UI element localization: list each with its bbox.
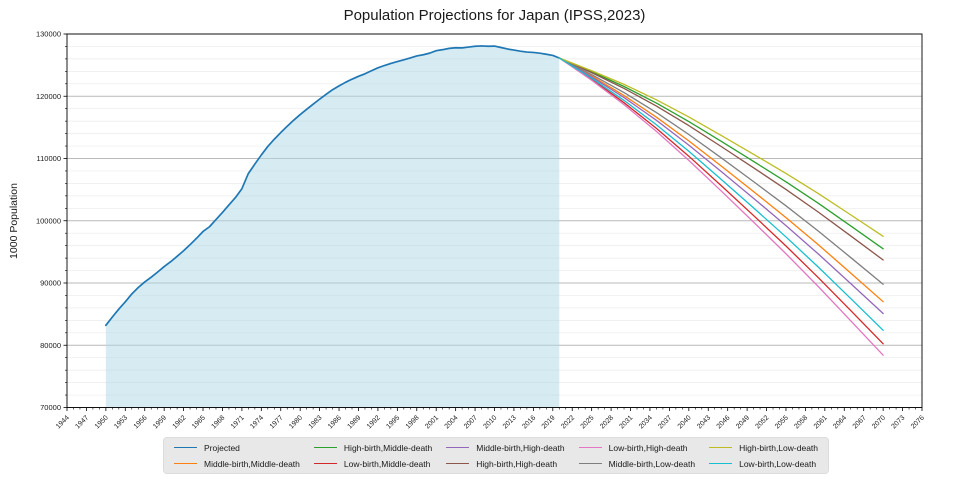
x-tick-label: 2076	[910, 414, 926, 430]
y-tick-label: 90000	[40, 279, 61, 288]
series-line-middle-birth-low-death	[558, 57, 884, 285]
legend-item-high-birth-high-death: High-birth,High-death	[446, 457, 564, 470]
legend-line-sample-high-birth-high-death	[446, 463, 470, 464]
x-tick-label: 1992	[366, 414, 382, 430]
x-tick-label: 1971	[230, 414, 246, 430]
legend-label: Low-birth,Middle-death	[343, 458, 431, 469]
x-tick-label: 2058	[793, 414, 809, 430]
series-line-low-birth-high-death	[558, 57, 884, 356]
x-tick-label: 2028	[599, 414, 615, 430]
legend-item-high-birth-middle-death: High-birth,Middle-death	[313, 441, 433, 454]
y-tick-label: 70000	[40, 403, 61, 412]
series-line-middle-birth-high-death	[558, 57, 884, 315]
x-tick-label: 2043	[696, 414, 712, 430]
legend-label: High-birth,Low-death	[739, 442, 819, 453]
legend-item-projected: Projected	[173, 441, 300, 454]
x-tick-label: 2022	[560, 414, 576, 430]
x-tick-label: 1953	[113, 414, 129, 430]
x-tick-label: 2004	[444, 414, 460, 430]
x-tick-label: 1977	[269, 414, 285, 430]
x-tick-label: 1947	[74, 414, 90, 430]
x-tick-label: 2061	[813, 414, 829, 430]
x-tick-label: 2046	[716, 414, 732, 430]
legend: Projected Middle-birth,Middle-death High-b…	[162, 437, 830, 474]
legend-label: High-birth,Middle-death	[343, 442, 433, 453]
series-line-high-birth-high-death	[558, 57, 884, 261]
x-tick-label: 2049	[735, 414, 751, 430]
legend-label: Low-birth,High-death	[608, 442, 688, 453]
x-tick-label: 2010	[482, 414, 498, 430]
x-tick-label: 2070	[871, 414, 887, 430]
x-tick-label: 2064	[832, 414, 848, 430]
legend-line-sample-high-birth-low-death	[709, 447, 733, 448]
legend-item-middle-birth-middle-death: Middle-birth,Middle-death	[173, 457, 300, 470]
legend-line-sample-low-birth-middle-death	[313, 463, 337, 464]
series-line-middle-birth-middle-death	[558, 57, 884, 303]
x-tick-label: 2016	[521, 414, 537, 430]
legend-item-high-birth-low-death: High-birth,Low-death	[709, 441, 818, 454]
legend-line-sample-middle-birth-low-death	[578, 463, 602, 464]
legend-label: Middle-birth,High-death	[476, 442, 565, 453]
legend-label: High-birth,High-death	[476, 458, 558, 469]
x-tick-label: 1974	[249, 414, 265, 430]
legend-line-sample-low-birth-low-death	[709, 463, 733, 464]
x-tick-label: 2007	[463, 414, 479, 430]
legend-label: Middle-birth,Low-death	[608, 458, 696, 469]
x-tick-label: 1983	[308, 414, 324, 430]
series-line-high-birth-middle-death	[558, 57, 884, 250]
historical-fill	[105, 45, 560, 408]
x-tick-label: 1989	[346, 414, 362, 430]
legend-item-low-birth-low-death: Low-birth,Low-death	[709, 457, 818, 470]
y-tick-label: 110000	[37, 154, 61, 163]
x-tick-label: 2055	[774, 414, 790, 430]
x-tick-label: 1998	[405, 414, 421, 430]
legend-item-low-birth-middle-death: Low-birth,Middle-death	[313, 457, 432, 470]
x-tick-label: 1962	[172, 414, 188, 430]
legend-line-sample-low-birth-high-death	[578, 447, 602, 448]
legend-item-low-birth-high-death: Low-birth,High-death	[578, 441, 695, 454]
x-tick-label: 1995	[385, 414, 401, 430]
legend-line-sample-middle-birth-middle-death	[173, 463, 197, 464]
x-tick-label: 2025	[580, 414, 596, 430]
x-tick-label: 2052	[754, 414, 770, 430]
x-tick-label: 1980	[288, 414, 304, 430]
y-tick-label: 130000	[36, 30, 61, 39]
x-tick-label: 2019	[541, 414, 557, 430]
x-tick-label: 2031	[618, 414, 634, 430]
legend-line-sample-projected	[173, 447, 197, 448]
x-tick-label: 1956	[133, 414, 149, 430]
legend-label: Low-birth,Low-death	[739, 458, 817, 469]
legend-line-sample-high-birth-middle-death	[313, 447, 337, 448]
x-tick-label: 1944	[55, 414, 71, 430]
x-tick-label: 2037	[657, 414, 673, 430]
y-tick-label: 120000	[36, 92, 61, 101]
legend-label: Projected	[203, 442, 240, 453]
legend-line-sample-middle-birth-high-death	[446, 447, 470, 448]
series-line-projected	[105, 45, 561, 327]
x-tick-label: 1968	[210, 414, 226, 430]
x-tick-label: 1959	[152, 414, 168, 430]
legend-label: Middle-birth,Middle-death	[203, 458, 300, 469]
x-tick-label: 1965	[191, 414, 207, 430]
x-tick-label: 1986	[327, 414, 343, 430]
x-tick-label: 2073	[891, 414, 907, 430]
x-tick-label: 1950	[94, 414, 110, 430]
y-tick-label: 100000	[36, 216, 61, 225]
x-tick-label: 2040	[677, 414, 693, 430]
legend-item-middle-birth-high-death: Middle-birth,High-death	[446, 441, 565, 454]
x-tick-label: 2034	[638, 414, 654, 430]
series-line-high-birth-low-death	[558, 57, 884, 237]
series-line-low-birth-middle-death	[558, 57, 884, 345]
x-tick-label: 2013	[502, 414, 518, 430]
legend-item-middle-birth-low-death: Middle-birth,Low-death	[578, 457, 696, 470]
y-tick-label: 80000	[40, 341, 61, 350]
chart-title: Population Projections for Japan (IPSS,2…	[343, 7, 646, 24]
x-tick-label: 2067	[852, 414, 868, 430]
series-line-low-birth-low-death	[558, 57, 884, 331]
x-tick-label: 2001	[424, 414, 440, 430]
